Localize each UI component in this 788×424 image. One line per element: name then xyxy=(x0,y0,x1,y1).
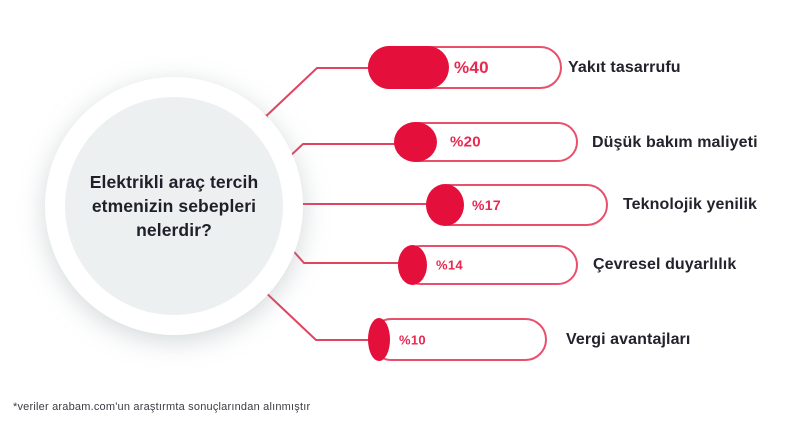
bar-label: Yakıt tasarrufu xyxy=(568,59,681,76)
bar-label: Teknolojik yenilik xyxy=(623,196,757,213)
bar-label: Düşük bakım maliyeti xyxy=(592,134,758,151)
bar-fill xyxy=(368,318,390,361)
connector-4 xyxy=(287,244,402,264)
bar-value: %20 xyxy=(450,133,481,151)
bar-fill xyxy=(394,122,437,162)
bar-pill: %40 xyxy=(368,46,562,89)
bar-fill xyxy=(398,245,427,285)
bar-fill xyxy=(368,46,449,89)
connector-2 xyxy=(286,143,398,160)
bar-value: %14 xyxy=(436,257,463,273)
bar-label: Çevresel duyarlılık xyxy=(593,256,737,273)
bar-pill: %10 xyxy=(368,318,547,361)
connector-1 xyxy=(261,67,370,121)
bar-label: Vergi avantajları xyxy=(566,331,691,348)
source-footnote: *veriler arabam.com'un araştırmta sonuçl… xyxy=(13,401,311,413)
bar-fill xyxy=(426,184,464,226)
bar-pill: %14 xyxy=(398,245,578,285)
bar-value: %17 xyxy=(472,197,501,213)
bar-value: %10 xyxy=(399,332,426,347)
connector-5 xyxy=(261,288,372,341)
question-text: Elektrikli araç tercih etmenizin sebeple… xyxy=(89,171,259,241)
bar-pill: %20 xyxy=(394,122,578,162)
question-circle: Elektrikli araç tercih etmenizin sebeple… xyxy=(45,77,303,335)
bar-pill: %17 xyxy=(426,184,608,226)
bar-value: %40 xyxy=(454,57,489,77)
question-circle-inner: Elektrikli araç tercih etmenizin sebeple… xyxy=(65,97,283,315)
